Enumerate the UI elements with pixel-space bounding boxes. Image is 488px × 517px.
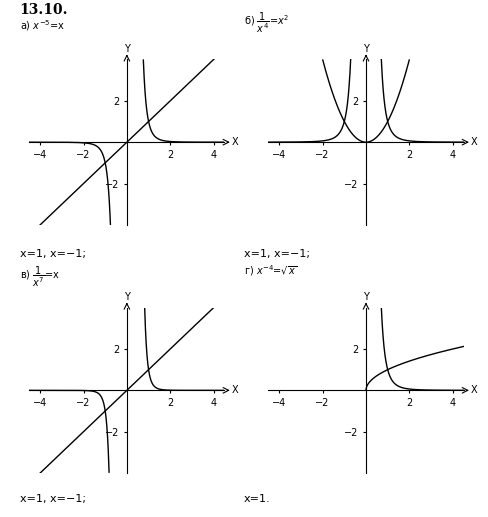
Text: г) $x^{-4}$=$\sqrt{x}$: г) $x^{-4}$=$\sqrt{x}$: [244, 264, 297, 279]
Text: Y: Y: [124, 44, 130, 54]
Text: X: X: [231, 137, 238, 147]
Text: Y: Y: [363, 292, 369, 302]
Text: x=1.: x=1.: [244, 494, 271, 504]
Text: Y: Y: [363, 44, 369, 54]
Text: X: X: [231, 385, 238, 396]
Text: Y: Y: [124, 292, 130, 302]
Text: 13.10.: 13.10.: [20, 3, 68, 17]
Text: x=1, x=−1;: x=1, x=−1;: [244, 249, 310, 258]
Text: X: X: [470, 137, 477, 147]
Text: x=1, x=−1;: x=1, x=−1;: [20, 494, 85, 504]
Text: x=1, x=−1;: x=1, x=−1;: [20, 249, 85, 258]
Text: в) $\dfrac{1}{x^7}$=x: в) $\dfrac{1}{x^7}$=x: [20, 264, 60, 288]
Text: а) $x^{-5}$=x: а) $x^{-5}$=x: [20, 18, 64, 33]
Text: X: X: [470, 385, 477, 396]
Text: б) $\dfrac{1}{x^4}$=$x^2$: б) $\dfrac{1}{x^4}$=$x^2$: [244, 10, 289, 35]
